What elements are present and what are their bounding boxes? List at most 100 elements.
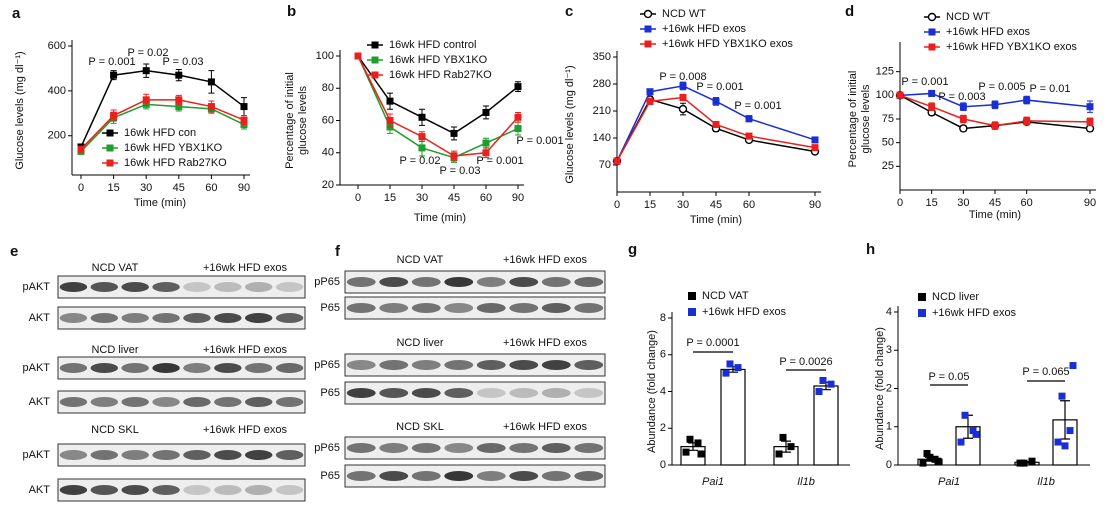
panel-letter: h (866, 241, 875, 258)
marker (450, 129, 458, 137)
blot-band (121, 313, 149, 323)
marker (142, 67, 150, 75)
series-line (899, 94, 1091, 127)
blot-band (509, 443, 539, 453)
data-point (1028, 457, 1036, 465)
blot-band (59, 363, 88, 373)
marker (175, 103, 183, 111)
blot-band (244, 282, 273, 292)
blot-row-label: P65 (320, 470, 340, 482)
y-tick-label: 600 (48, 40, 66, 52)
blot-strip (344, 464, 606, 488)
blot-header: +16wk HFD exos (503, 421, 588, 433)
blot-band (541, 443, 571, 453)
data-point (969, 427, 977, 435)
y-axis-label: glucose levels (297, 85, 309, 155)
blot-band (444, 443, 474, 453)
blot-band (59, 485, 88, 495)
y-axis-label: Glucose levels (mg dl⁻¹) (564, 65, 576, 183)
blot-row-label: pAKT (22, 281, 50, 293)
legend-label: NCD WT (946, 11, 990, 23)
blot-row-label: AKT (29, 484, 51, 496)
blot-band (541, 303, 571, 313)
blot-band (509, 471, 539, 481)
bar (720, 368, 746, 466)
legend-label: NCD WT (662, 8, 706, 20)
x-tick-label: 60 (1021, 197, 1033, 209)
marker (646, 88, 654, 96)
y-tick-label: 0 (886, 459, 892, 471)
marker (712, 97, 720, 105)
annotation: P = 0.001 (476, 155, 523, 167)
y-axis-label: Glucose levels (mg dl⁻¹) (14, 51, 26, 169)
marker (240, 116, 248, 124)
data-point (775, 450, 783, 458)
legend-label: 16wk HFD con (124, 127, 196, 139)
blot-band (90, 363, 119, 373)
marker (240, 103, 248, 111)
blot-band (152, 397, 180, 407)
blot-band (90, 282, 119, 292)
marker (613, 157, 621, 165)
legend-label: 16wk HFD YBX1KO (389, 54, 488, 66)
blot-strip (57, 275, 306, 299)
blot-band (574, 277, 604, 287)
legend-label: +16wk HFD exos (662, 23, 747, 35)
marker (679, 94, 687, 101)
blot-band (444, 388, 474, 398)
annotation: P = 0.0001 (686, 337, 739, 349)
blot-band (121, 450, 149, 460)
blot-header: NCD VAT (397, 254, 444, 266)
blot-band (121, 282, 149, 292)
marker (418, 133, 426, 141)
annotation: P = 0.01 (1029, 83, 1070, 95)
x-tick-label: Pai1 (702, 476, 724, 488)
x-axis-label: Time (min) (414, 212, 466, 224)
blot-band (152, 363, 180, 373)
blot-band (183, 450, 211, 460)
data-point (923, 450, 931, 458)
y-axis-label: Percentage of initial (284, 72, 296, 169)
y-tick-label: 40 (322, 147, 334, 159)
annotation: P = 0.008 (659, 71, 706, 83)
panel-letter: f (335, 243, 341, 260)
marker (106, 129, 114, 137)
x-tick-label: 90 (512, 192, 524, 204)
y-tick-label: 8 (660, 312, 666, 324)
legend-swatch (688, 308, 696, 316)
blot-band (214, 363, 242, 373)
blot-band (183, 485, 211, 495)
y-tick-label: 80 (322, 82, 334, 94)
blot-band (379, 360, 409, 370)
blot-band (214, 397, 242, 407)
marker (418, 144, 426, 152)
marker (1086, 103, 1094, 111)
data-point (1020, 459, 1028, 467)
y-tick-label: 75 (882, 113, 894, 125)
annotation: P = 0.005 (978, 81, 1025, 93)
blot-strip (344, 270, 606, 294)
blot-band (509, 360, 539, 370)
blot-strip (344, 296, 606, 320)
annotation: P = 0.02 (399, 155, 440, 167)
data-point (919, 459, 927, 467)
data-point (1066, 427, 1074, 435)
x-tick-label: 15 (384, 192, 396, 204)
marker (207, 78, 215, 86)
blot-row-label: P65 (320, 302, 340, 314)
blot-band (444, 471, 474, 481)
blot-row-label: AKT (29, 312, 51, 324)
annotation: P = 0.001 (516, 135, 563, 147)
blot-band (346, 443, 376, 453)
x-tick-label: 0 (355, 192, 361, 204)
blot-band (379, 277, 409, 287)
blot-row-label: pAKT (22, 449, 50, 461)
marker (644, 25, 652, 33)
x-tick-label: 15 (926, 197, 938, 209)
marker (959, 115, 967, 123)
blot-strip (344, 353, 606, 377)
blot-band (411, 277, 441, 287)
blot-strip (57, 306, 306, 330)
legend-label: 16wk HFD YBX1KO (124, 142, 223, 154)
blot-header: NCD SKL (91, 424, 139, 436)
